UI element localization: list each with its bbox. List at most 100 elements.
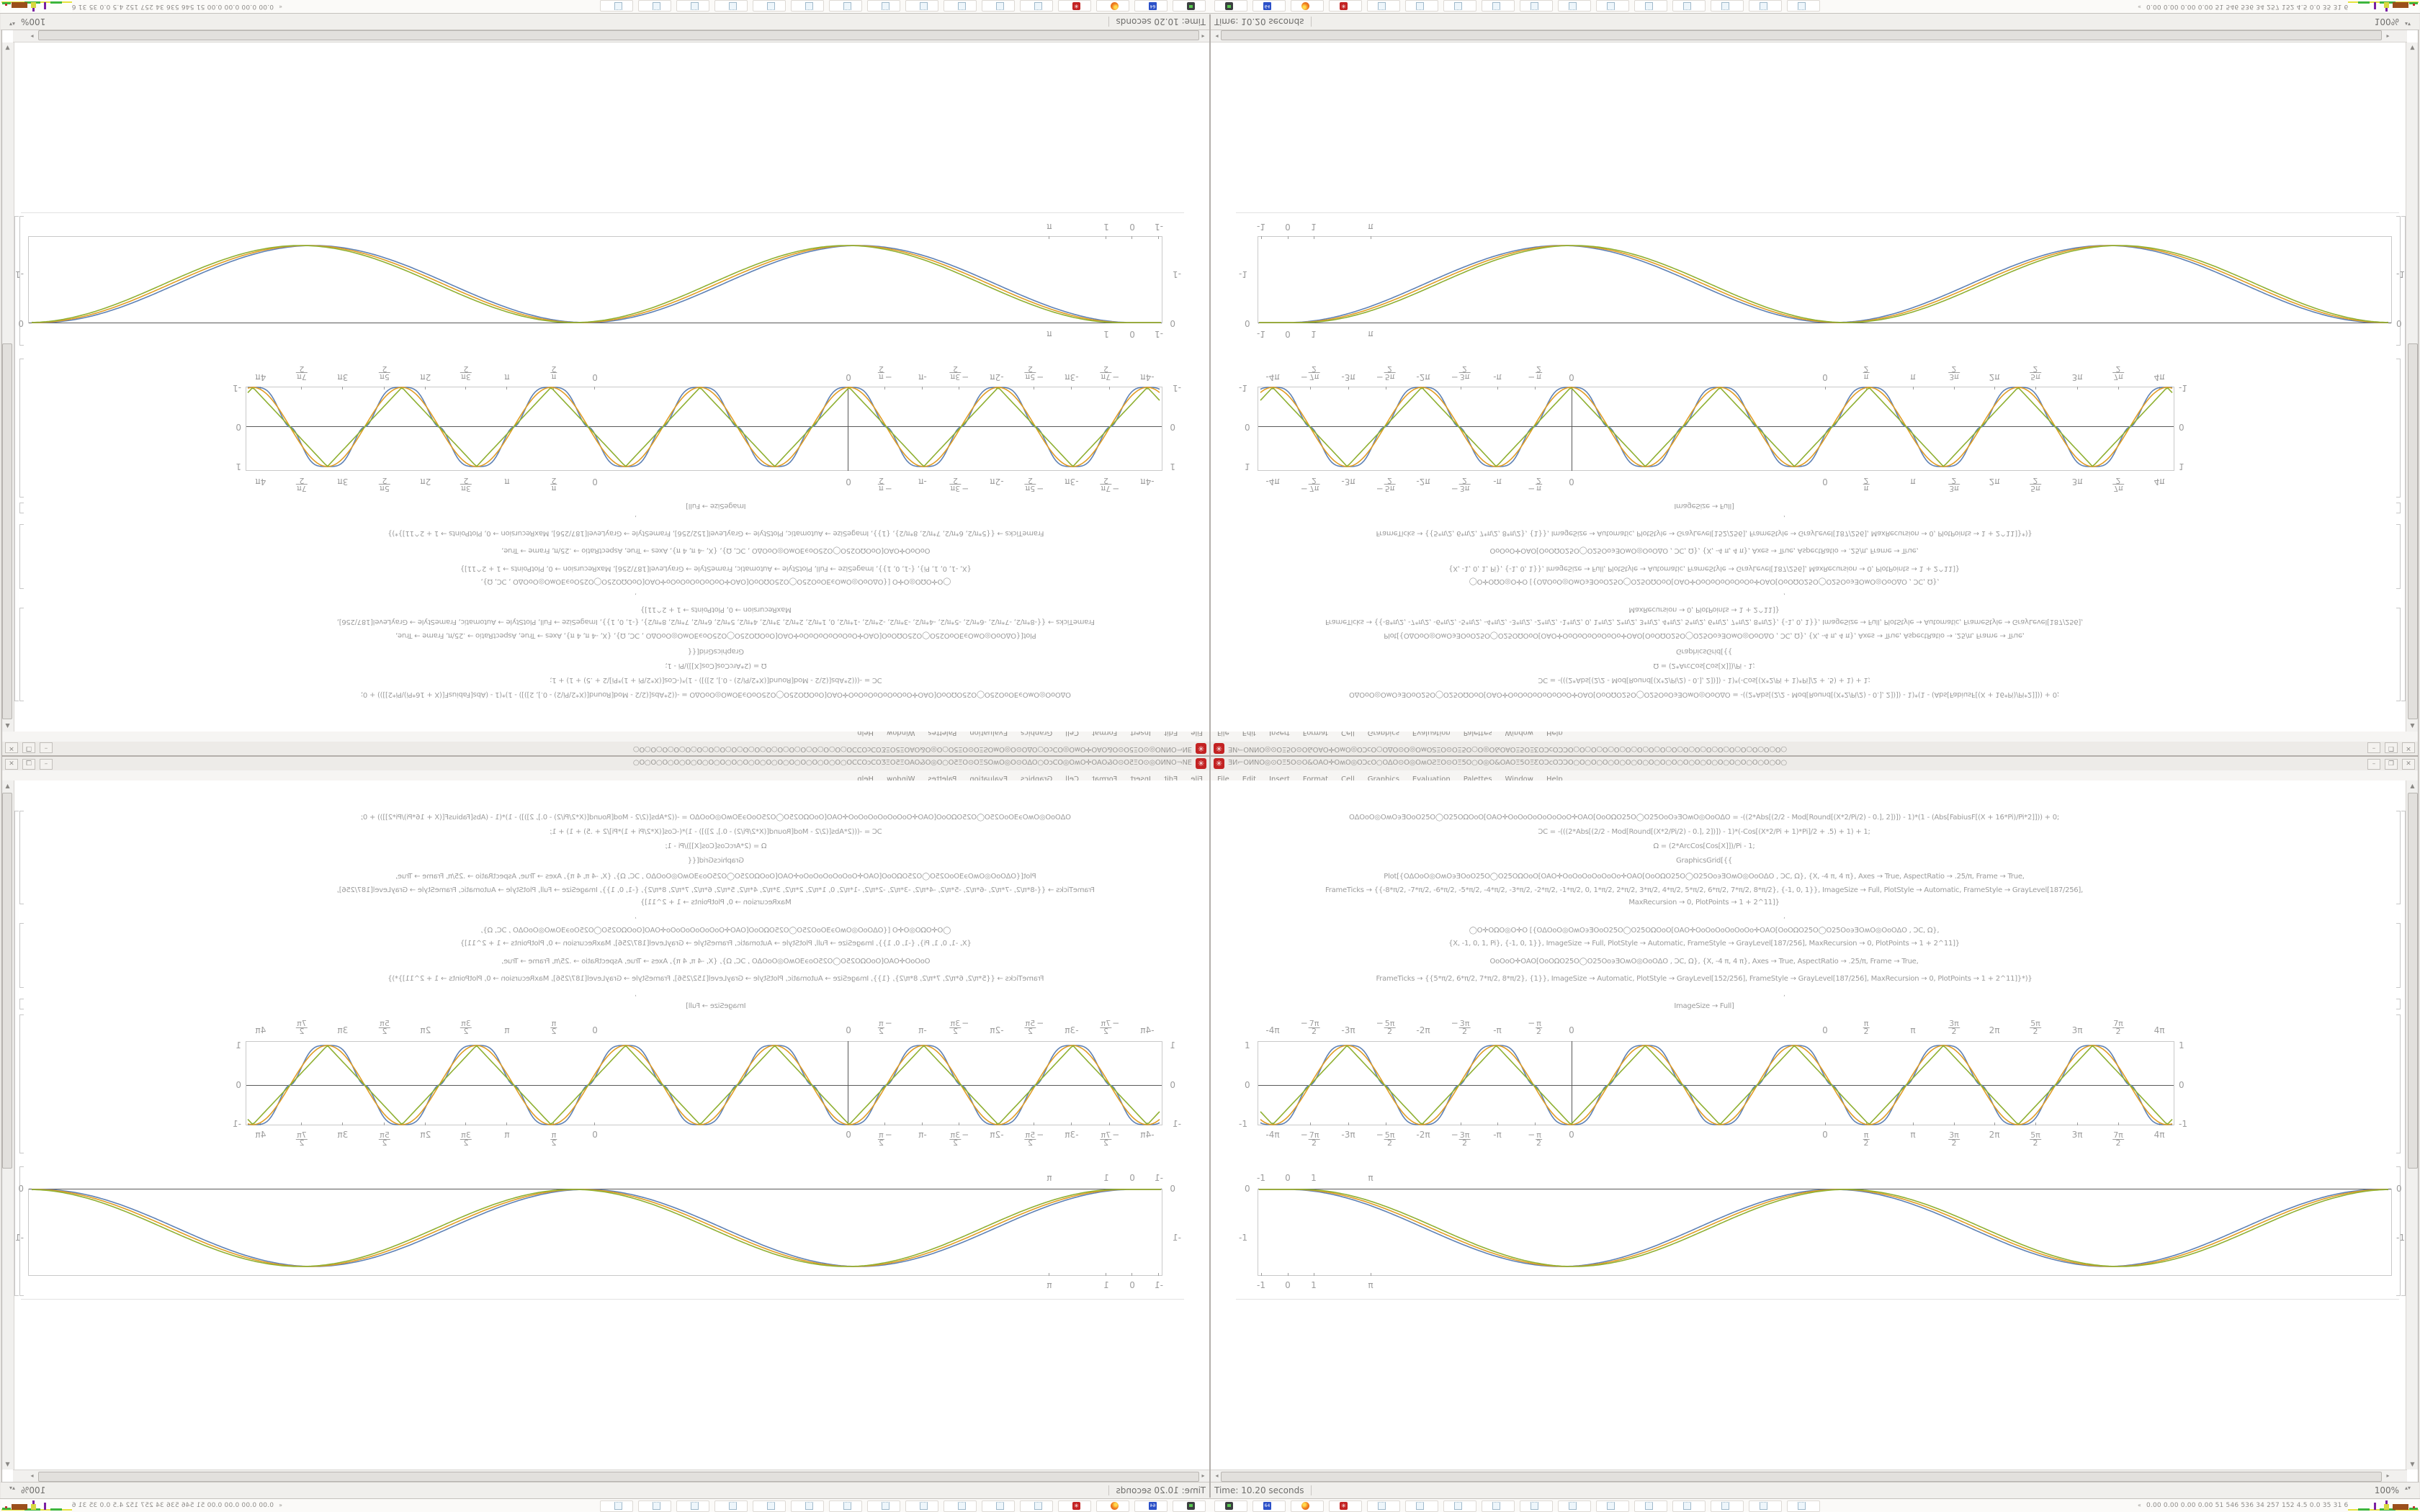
taskbar-button-notepad-icon[interactable] xyxy=(1672,0,1706,12)
vertical-scrollbar[interactable]: ▲ ▼ xyxy=(2,780,14,1470)
taskbar-button-notepad-icon[interactable] xyxy=(676,0,709,12)
taskbar-button-notepad-icon[interactable] xyxy=(982,1500,1015,1512)
menu-graphics[interactable]: Graphics xyxy=(1367,775,1399,783)
tray-chevron-icon[interactable]: « xyxy=(2138,1502,2141,1508)
horizontal-scroll-thumb[interactable] xyxy=(1221,1472,2382,1482)
tray-chevron-icon[interactable]: « xyxy=(2138,4,2141,10)
vertical-scrollbar[interactable]: ▲ ▼ xyxy=(2406,42,2418,732)
magnification-arrows-icon[interactable]: ▴▾ xyxy=(2404,21,2411,27)
taskbar-button-firefox-icon[interactable] xyxy=(1291,1500,1324,1512)
menu-file[interactable]: File xyxy=(1217,775,1229,783)
close-button[interactable]: ✕ xyxy=(5,759,18,770)
taskbar-button-notepad-icon[interactable] xyxy=(1634,0,1667,12)
horizontal-scrollbar[interactable]: ◂ ▸ xyxy=(1211,30,2407,42)
window-titlebar[interactable]: ✳ ƎͶ⌐ΟͶΝΟ◎⊙ΟΞ5Ο⊙Ο&ΟΑΟ✛ΟʍΟ◎ΟϽϲΟ○ΟΔΟ⊙Ο◎ΟʍΟ… xyxy=(1211,741,2418,755)
taskbar-button-notepad-icon[interactable] xyxy=(1367,1500,1400,1512)
taskbar-button-notepad-icon[interactable] xyxy=(1634,1500,1667,1512)
window-titlebar[interactable]: ✳ ƎͶ⌐ΟͶΝΟ◎⊙ΟΞ5Ο⊙Ο&ΟΑΟ✛ΟʍΟ◎ΟϽϲΟ○ΟΔΟ⊙Ο◎ΟʍΟ… xyxy=(1211,757,2418,771)
menu-evaluation[interactable]: Evaluation xyxy=(1412,775,1451,783)
taskbar-button-notepad-icon[interactable] xyxy=(1020,1500,1053,1512)
taskbar-button-notepad-icon[interactable] xyxy=(1558,1500,1591,1512)
taskbar-button-notepad-icon[interactable] xyxy=(1787,0,1820,12)
menu-insert[interactable]: Insert xyxy=(1269,775,1290,783)
menu-edit[interactable]: Edit xyxy=(1242,775,1257,783)
taskbar-button-notepad-icon[interactable] xyxy=(1405,0,1438,12)
taskbar-button-notepad-icon[interactable] xyxy=(1482,1500,1515,1512)
taskbar-button-notepad-icon[interactable] xyxy=(1443,0,1476,12)
taskbar-button-notepad-icon[interactable] xyxy=(753,1500,786,1512)
taskbar-button-notepad-icon[interactable] xyxy=(1020,0,1053,12)
taskbar-button-monitor-icon[interactable] xyxy=(1173,1500,1206,1512)
taskbar-button-notepad-icon[interactable] xyxy=(829,1500,862,1512)
taskbar-button-notepad-icon[interactable] xyxy=(1749,0,1782,12)
magnification-arrows-icon[interactable]: ▴▾ xyxy=(9,21,16,27)
vertical-scrollbar[interactable]: ▲ ▼ xyxy=(2406,780,2418,1470)
taskbar-button-firefox-icon[interactable] xyxy=(1096,0,1129,12)
scroll-up-arrow[interactable]: ▲ xyxy=(5,723,10,729)
vertical-scrollbar[interactable]: ▲ ▼ xyxy=(2,42,14,732)
taskbar-button-notepad-icon[interactable] xyxy=(1405,1500,1438,1512)
scroll-right-arrow[interactable]: ▸ xyxy=(2386,33,2390,40)
maximize-button[interactable]: ❐ xyxy=(22,759,35,770)
taskbar-button-monitor-icon[interactable] xyxy=(1214,1500,1247,1512)
taskbar-button-notepad-icon[interactable] xyxy=(1711,0,1744,12)
taskbar-button-notepad-icon[interactable] xyxy=(1596,0,1629,12)
taskbar-button-notepad-icon[interactable] xyxy=(638,0,671,12)
minimize-button[interactable]: – xyxy=(2367,759,2380,770)
close-button[interactable]: ✕ xyxy=(5,742,18,753)
taskbar-button-notepad-icon[interactable] xyxy=(1749,1500,1782,1512)
vertical-scroll-thumb[interactable] xyxy=(2408,343,2418,719)
taskbar-button-notepad-icon[interactable] xyxy=(829,0,862,12)
scroll-right-arrow[interactable]: ▸ xyxy=(30,1472,34,1479)
cell-bracket[interactable] xyxy=(2401,811,2406,1296)
taskbar-button-notepad-icon[interactable] xyxy=(1367,0,1400,12)
taskbar-button-notepad-icon[interactable] xyxy=(867,0,900,12)
taskbar-button-notepad-icon[interactable] xyxy=(1520,1500,1553,1512)
taskbar-button-floppy-icon[interactable]: 64 xyxy=(1134,0,1168,12)
taskbar-button-notepad-icon[interactable] xyxy=(1596,1500,1629,1512)
taskbar-button-notepad-icon[interactable] xyxy=(982,0,1015,12)
menu-help[interactable]: Help xyxy=(1546,775,1563,783)
scroll-up-arrow[interactable]: ▲ xyxy=(2410,723,2415,729)
maximize-button[interactable]: ❐ xyxy=(2385,759,2398,770)
taskbar-button-notepad-icon[interactable] xyxy=(791,0,824,12)
cell-bracket[interactable] xyxy=(2396,999,2401,1009)
close-button[interactable]: ✕ xyxy=(2402,759,2415,770)
magnification-control[interactable]: 100% xyxy=(21,1485,46,1495)
magnification-control[interactable]: 100% xyxy=(21,17,46,27)
cell-bracket[interactable] xyxy=(2396,1166,2401,1296)
scroll-down-arrow[interactable]: ▼ xyxy=(5,1461,10,1467)
close-button[interactable]: ✕ xyxy=(2402,742,2415,753)
taskbar-button-monitor-icon[interactable] xyxy=(1173,0,1206,12)
taskbar-button-notepad-icon[interactable] xyxy=(867,1500,900,1512)
scroll-down-arrow[interactable]: ▼ xyxy=(2410,45,2415,51)
scroll-up-arrow[interactable]: ▲ xyxy=(2410,783,2415,789)
magnification-arrows-icon[interactable]: ▴▾ xyxy=(2404,1485,2411,1491)
menu-format[interactable]: Format xyxy=(1302,775,1329,783)
taskbar-button-gear-icon[interactable]: ✳ xyxy=(1058,1500,1091,1512)
taskbar-button-notepad-icon[interactable] xyxy=(714,0,748,12)
taskbar-button-notepad-icon[interactable] xyxy=(905,1500,938,1512)
magnification-arrows-icon[interactable]: ▴▾ xyxy=(9,1485,16,1491)
cell-bracket[interactable] xyxy=(2396,811,2401,904)
taskbar-button-notepad-icon[interactable] xyxy=(676,1500,709,1512)
vertical-scroll-thumb[interactable] xyxy=(2,343,12,719)
notebook-content[interactable]: ΟΔΟοΟ◎ΟʍΟ϶ƎΟοΟ25Ο◯Ο25ΟΩΟοΟ[ΟΑΟ✛ΟοΟοΟοΟοΟ… xyxy=(13,42,1209,732)
horizontal-scrollbar[interactable]: ◂ ▸ xyxy=(13,1470,1209,1482)
menu-palettes[interactable]: Palettes xyxy=(1463,775,1492,783)
taskbar-button-firefox-icon[interactable] xyxy=(1291,0,1324,12)
notebook-content[interactable]: ΟΔΟοΟ◎ΟʍΟ϶ƎΟοΟ25Ο◯Ο25ΟΩΟοΟ[ΟΑΟ✛ΟοΟοΟοΟοΟ… xyxy=(1211,42,2407,732)
taskbar-button-gear-icon[interactable]: ✳ xyxy=(1329,1500,1362,1512)
horizontal-scrollbar[interactable]: ◂ ▸ xyxy=(1211,1470,2407,1482)
notebook-content[interactable]: ΟΔΟοΟ◎ΟʍΟ϶ƎΟοΟ25Ο◯Ο25ΟΩΟοΟ[ΟΑΟ✛ΟοΟοΟοΟοΟ… xyxy=(1211,780,2407,1470)
taskbar-button-notepad-icon[interactable] xyxy=(600,1500,633,1512)
taskbar-button-notepad-icon[interactable] xyxy=(944,1500,977,1512)
taskbar-button-notepad-icon[interactable] xyxy=(1711,1500,1744,1512)
taskbar-button-notepad-icon[interactable] xyxy=(1672,1500,1706,1512)
horizontal-scroll-thumb[interactable] xyxy=(38,30,1199,40)
scroll-up-arrow[interactable]: ▲ xyxy=(5,783,10,789)
taskbar-button-notepad-icon[interactable] xyxy=(714,1500,748,1512)
window-titlebar[interactable]: ✳ ƎͶ⌐ΟͶΝΟ◎⊙ΟΞ5Ο⊙Ο&ΟΑΟ✛ΟʍΟ◎ΟϽϲΟ○ΟΔΟ⊙Ο◎ΟʍΟ… xyxy=(2,741,1209,755)
taskbar-button-gear-icon[interactable]: ✳ xyxy=(1329,0,1362,12)
taskbar-button-floppy-icon[interactable]: 64 xyxy=(1134,1500,1168,1512)
